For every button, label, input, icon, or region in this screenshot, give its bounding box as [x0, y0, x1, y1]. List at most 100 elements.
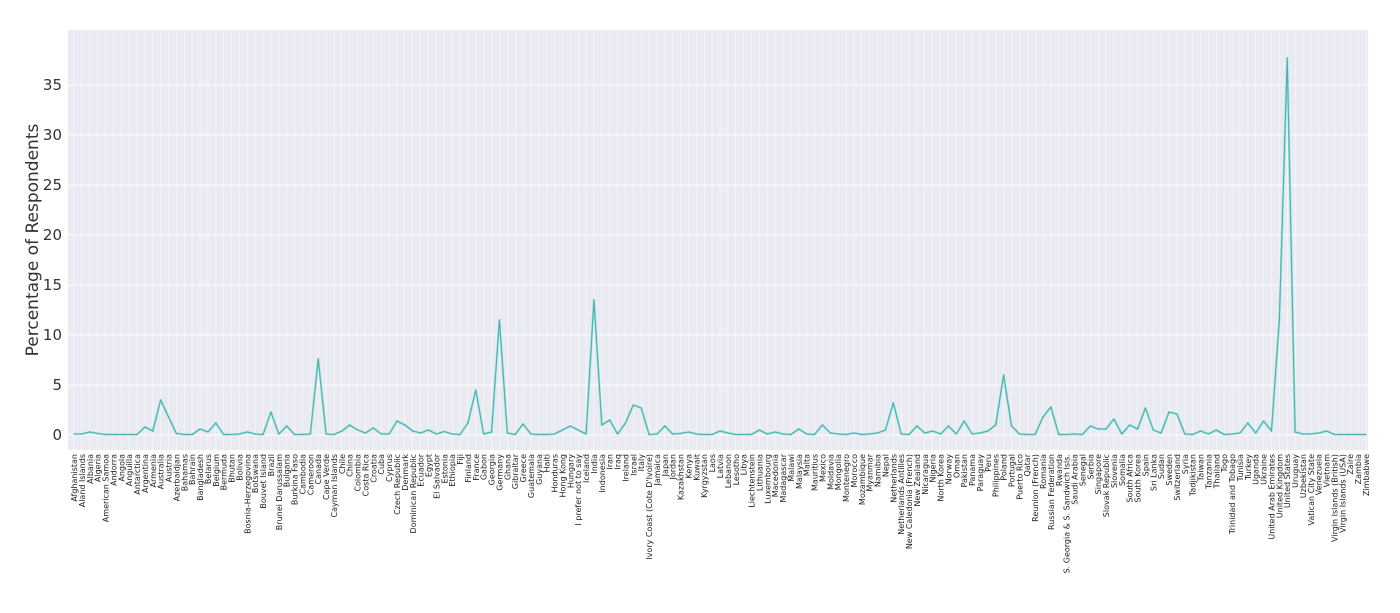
data-point	[758, 429, 760, 431]
data-point	[514, 433, 516, 436]
x-tick-label: Lesotho	[732, 454, 741, 486]
data-point	[963, 420, 965, 422]
x-tick-label: Kuwait	[692, 454, 701, 481]
data-point	[1121, 433, 1123, 435]
x-tick-label: Denmark	[401, 454, 410, 491]
y-tick-label: 15	[43, 276, 62, 294]
x-tick-label: Montenegro	[842, 454, 851, 502]
x-tick-label: Oman	[952, 454, 961, 478]
data-point	[1066, 433, 1068, 436]
data-point	[1184, 433, 1186, 435]
data-point	[1349, 433, 1351, 436]
data-point	[1223, 433, 1225, 436]
x-tick-label: Spain	[1141, 454, 1150, 476]
x-tick-label: Ivory Coast (Cote D'Ivoire)	[645, 454, 654, 560]
x-tick-label: Jordan	[669, 454, 678, 480]
x-tick-label: Belgium	[212, 454, 221, 487]
x-tick-label: Brunei Darussalam	[275, 454, 284, 530]
x-tick-label: Mexico	[818, 454, 827, 482]
data-point	[1365, 433, 1367, 436]
x-tick-label: Gabon	[480, 454, 489, 480]
x-tick-label: Reunion (French)	[1031, 454, 1040, 522]
x-tick-label: El Salvador	[432, 453, 441, 499]
data-point	[112, 433, 114, 436]
data-point	[506, 432, 508, 434]
data-point	[939, 433, 942, 435]
data-point	[932, 430, 934, 432]
x-tick-label: Andorra	[109, 454, 118, 486]
data-point	[750, 433, 753, 436]
data-point	[995, 424, 997, 426]
x-tick-label: Bahrain	[188, 454, 197, 485]
x-tick-label: Netherlands	[889, 454, 898, 503]
x-tick-label: Taiwan	[1197, 454, 1206, 482]
y-axis-ticks: 0 5 10 15 20 25 30 35	[43, 76, 62, 444]
data-point	[475, 389, 477, 391]
data-point	[900, 433, 902, 435]
data-point	[632, 404, 634, 406]
data-point	[467, 422, 469, 424]
data-point	[845, 433, 847, 436]
data-point	[1042, 416, 1044, 418]
x-tick-label: Bermuda	[220, 454, 229, 491]
x-tick-label: Canada	[314, 454, 323, 485]
x-tick-label: Senegal	[1078, 454, 1087, 486]
x-tick-label: Panama	[968, 454, 977, 486]
data-point	[81, 433, 83, 435]
data-point	[420, 432, 422, 434]
y-tick-label: 30	[43, 126, 62, 144]
data-point	[301, 433, 304, 436]
data-point	[609, 419, 611, 421]
data-point	[735, 433, 737, 436]
data-point	[128, 433, 130, 436]
x-tick-label: Zimbabwe	[1362, 454, 1371, 496]
x-tick-label: Argentina	[141, 454, 150, 493]
data-point	[955, 433, 957, 435]
data-point	[837, 433, 839, 435]
x-tick-label: Sudan	[1157, 454, 1166, 479]
x-tick-label: Kyrgyzstan	[700, 454, 709, 498]
data-point	[680, 432, 682, 435]
y-axis-title: Percentage of Respondents	[23, 124, 43, 357]
data-point	[624, 422, 627, 424]
x-tick-label: Tanzania	[1204, 454, 1213, 490]
data-point	[1231, 433, 1233, 435]
x-tick-label: Mozambique	[858, 454, 867, 505]
x-tick-label: Serbia	[1086, 454, 1095, 480]
data-point	[703, 433, 705, 436]
data-point	[553, 433, 556, 435]
x-tick-label: Japan	[661, 454, 670, 477]
x-tick-label: Switzerland	[1173, 454, 1182, 501]
data-point	[774, 431, 776, 433]
data-point	[286, 425, 288, 427]
data-point	[309, 433, 311, 435]
x-tick-label: Cayman Islands	[330, 454, 339, 518]
x-tick-label: Austria	[165, 454, 174, 482]
data-point	[530, 433, 532, 435]
x-tick-label: Iran	[606, 454, 615, 470]
y-tick-label: 35	[43, 76, 62, 94]
x-tick-label: Georgia	[488, 454, 497, 485]
x-tick-label: United States	[1283, 454, 1292, 508]
x-tick-label: Rwanda	[1055, 454, 1064, 486]
x-tick-label: Cuba	[377, 454, 386, 475]
data-point	[664, 425, 666, 427]
data-point	[1050, 406, 1052, 408]
x-tick-label: Vietnam	[1323, 454, 1332, 488]
x-tick-label: Myanmar	[866, 453, 875, 491]
data-point	[640, 407, 642, 409]
data-point	[790, 433, 792, 436]
data-point	[1136, 428, 1139, 430]
x-tick-label: Tadjikistan	[1189, 454, 1198, 497]
data-point	[1073, 433, 1076, 435]
x-tick-label: South Korea	[1134, 454, 1143, 503]
x-tick-label: Iraq	[614, 454, 623, 470]
x-tick-label: Zaire	[1346, 454, 1355, 475]
x-tick-label: Guyana	[535, 454, 544, 485]
data-point	[1058, 433, 1060, 436]
x-tick-label: Poland	[1000, 454, 1009, 481]
x-tick-label: Brazil	[267, 454, 276, 476]
data-point	[1270, 430, 1273, 432]
grid-lines	[68, 30, 1368, 450]
